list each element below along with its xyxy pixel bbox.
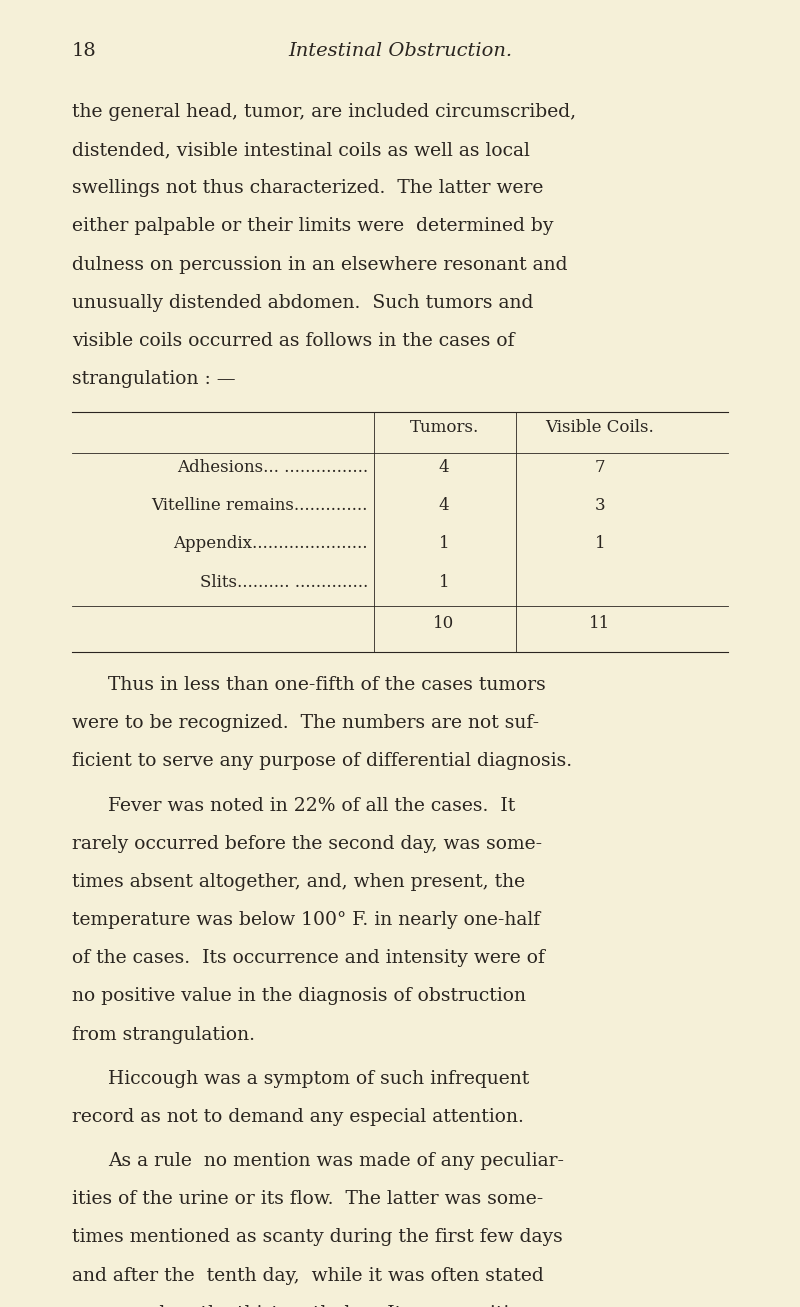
Text: from strangulation.: from strangulation. <box>72 1026 255 1043</box>
Text: Appendix......................: Appendix...................... <box>174 536 368 553</box>
Text: no positive value in the diagnosis of obstruction: no positive value in the diagnosis of ob… <box>72 987 526 1005</box>
Text: 11: 11 <box>590 616 610 633</box>
Text: 4: 4 <box>438 498 450 515</box>
Text: rarely occurred before the second day, was some-: rarely occurred before the second day, w… <box>72 835 542 852</box>
Text: 4: 4 <box>438 459 450 476</box>
Text: dulness on percussion in an elsewhere resonant and: dulness on percussion in an elsewhere re… <box>72 256 567 273</box>
Text: 1: 1 <box>438 574 450 591</box>
Text: Intestinal Obstruction.: Intestinal Obstruction. <box>288 42 512 60</box>
Text: swellings not thus characterized.  The latter were: swellings not thus characterized. The la… <box>72 179 543 197</box>
Text: temperature was below 100° F. in nearly one-half: temperature was below 100° F. in nearly … <box>72 911 540 929</box>
Text: Adhesions... ................: Adhesions... ................ <box>177 459 368 476</box>
Text: either palpable or their limits were  determined by: either palpable or their limits were det… <box>72 217 554 235</box>
Text: 7: 7 <box>594 459 606 476</box>
Text: 18: 18 <box>72 42 97 60</box>
Text: times mentioned as scanty during the first few days: times mentioned as scanty during the fir… <box>72 1229 562 1247</box>
Text: and after the  tenth day,  while it was often stated: and after the tenth day, while it was of… <box>72 1266 544 1285</box>
Text: of the cases.  Its occurrence and intensity were of: of the cases. Its occurrence and intensi… <box>72 949 545 967</box>
Text: visible coils occurred as follows in the cases of: visible coils occurred as follows in the… <box>72 332 514 350</box>
Text: Hiccough was a symptom of such infrequent: Hiccough was a symptom of such infrequen… <box>108 1069 530 1087</box>
Text: as normal on the thirteenth day.  Its composition: as normal on the thirteenth day. Its com… <box>72 1304 533 1307</box>
Text: Fever was noted in 22% of all the cases.  It: Fever was noted in 22% of all the cases.… <box>108 796 515 814</box>
Text: As a rule  no mention was made of any peculiar-: As a rule no mention was made of any pec… <box>108 1153 564 1170</box>
Text: 3: 3 <box>594 498 606 515</box>
Text: Visible Coils.: Visible Coils. <box>546 420 654 437</box>
Text: times absent altogether, and, when present, the: times absent altogether, and, when prese… <box>72 873 525 891</box>
Text: 1: 1 <box>438 536 450 553</box>
Text: Vitelline remains..............: Vitelline remains.............. <box>152 498 368 515</box>
Text: were to be recognized.  The numbers are not suf-: were to be recognized. The numbers are n… <box>72 714 539 732</box>
Text: unusually distended abdomen.  Such tumors and: unusually distended abdomen. Such tumors… <box>72 294 534 312</box>
Text: ficient to serve any purpose of differential diagnosis.: ficient to serve any purpose of differen… <box>72 753 572 770</box>
Text: Tumors.: Tumors. <box>410 420 478 437</box>
Text: strangulation : —: strangulation : — <box>72 370 236 388</box>
Text: Slits.......... ..............: Slits.......... .............. <box>200 574 368 591</box>
Text: 10: 10 <box>434 616 454 633</box>
Text: the general head, tumor, are included circumscribed,: the general head, tumor, are included ci… <box>72 103 576 122</box>
Text: distended, visible intestinal coils as well as local: distended, visible intestinal coils as w… <box>72 141 530 159</box>
Text: record as not to demand any especial attention.: record as not to demand any especial att… <box>72 1108 524 1125</box>
Text: ities of the urine or its flow.  The latter was some-: ities of the urine or its flow. The latt… <box>72 1191 543 1208</box>
Text: 1: 1 <box>594 536 606 553</box>
Text: Thus in less than one-fifth of the cases tumors: Thus in less than one-fifth of the cases… <box>108 676 546 694</box>
